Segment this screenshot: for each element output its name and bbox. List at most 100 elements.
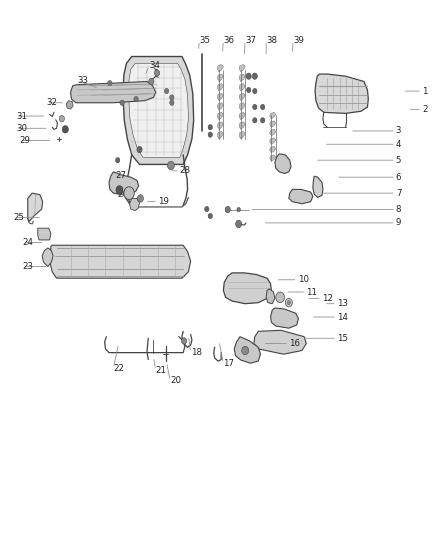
- Text: 1: 1: [422, 86, 427, 95]
- Polygon shape: [49, 245, 191, 278]
- Text: 20: 20: [170, 376, 181, 385]
- Polygon shape: [270, 130, 276, 136]
- Circle shape: [237, 207, 240, 212]
- Text: 34: 34: [149, 61, 160, 70]
- Text: 36: 36: [223, 36, 234, 45]
- Circle shape: [253, 88, 257, 94]
- Text: 30: 30: [16, 124, 27, 133]
- Circle shape: [154, 70, 159, 76]
- Text: 27: 27: [115, 171, 126, 180]
- Text: 25: 25: [14, 213, 25, 222]
- Polygon shape: [270, 147, 276, 153]
- Polygon shape: [66, 101, 73, 109]
- Circle shape: [149, 78, 154, 85]
- Text: 8: 8: [396, 205, 401, 214]
- Text: 3: 3: [396, 126, 401, 135]
- Circle shape: [205, 206, 209, 212]
- Polygon shape: [234, 337, 261, 364]
- Circle shape: [252, 73, 258, 79]
- Text: 31: 31: [16, 111, 27, 120]
- Circle shape: [167, 161, 174, 169]
- Text: 39: 39: [293, 36, 304, 45]
- Circle shape: [170, 100, 174, 106]
- Circle shape: [236, 220, 242, 228]
- Polygon shape: [223, 273, 272, 304]
- Polygon shape: [217, 103, 223, 110]
- Polygon shape: [217, 74, 223, 82]
- Polygon shape: [130, 198, 140, 211]
- Polygon shape: [270, 112, 276, 119]
- Polygon shape: [239, 103, 245, 110]
- Text: 29: 29: [19, 136, 30, 145]
- Circle shape: [170, 95, 174, 100]
- Text: 5: 5: [396, 156, 401, 165]
- Polygon shape: [217, 122, 223, 130]
- Polygon shape: [270, 138, 276, 144]
- Text: 22: 22: [113, 364, 124, 373]
- Circle shape: [246, 73, 251, 79]
- Circle shape: [247, 87, 251, 93]
- Circle shape: [164, 88, 169, 94]
- Polygon shape: [266, 289, 275, 304]
- Polygon shape: [254, 330, 306, 354]
- Polygon shape: [71, 82, 155, 103]
- Circle shape: [62, 126, 68, 133]
- Polygon shape: [270, 155, 276, 161]
- Polygon shape: [38, 228, 51, 240]
- Text: 26: 26: [118, 190, 129, 199]
- Circle shape: [287, 301, 290, 305]
- Text: 4: 4: [396, 140, 401, 149]
- Circle shape: [108, 80, 112, 86]
- Text: 28: 28: [180, 166, 191, 175]
- Text: 16: 16: [289, 339, 300, 348]
- Circle shape: [120, 100, 124, 106]
- Polygon shape: [109, 172, 139, 195]
- Text: 12: 12: [321, 294, 332, 303]
- Circle shape: [134, 96, 138, 102]
- Polygon shape: [217, 93, 223, 101]
- Text: 11: 11: [306, 287, 317, 296]
- Polygon shape: [217, 84, 223, 91]
- Text: 19: 19: [158, 197, 169, 206]
- Text: 35: 35: [199, 36, 210, 45]
- Polygon shape: [42, 248, 53, 266]
- Text: 37: 37: [245, 36, 256, 45]
- Circle shape: [137, 147, 142, 153]
- Circle shape: [261, 118, 265, 123]
- Circle shape: [116, 185, 123, 194]
- Circle shape: [242, 346, 249, 355]
- Polygon shape: [239, 64, 245, 72]
- Text: 24: 24: [22, 238, 34, 247]
- Text: 7: 7: [396, 189, 401, 198]
- Circle shape: [286, 298, 292, 307]
- Polygon shape: [129, 63, 188, 158]
- Circle shape: [225, 206, 230, 213]
- Text: 38: 38: [266, 36, 277, 45]
- Text: 6: 6: [396, 173, 401, 182]
- Circle shape: [116, 158, 120, 163]
- Polygon shape: [315, 74, 368, 114]
- Polygon shape: [239, 122, 245, 130]
- Text: 9: 9: [396, 219, 401, 228]
- Text: 21: 21: [155, 366, 167, 375]
- Circle shape: [208, 132, 212, 138]
- Polygon shape: [239, 93, 245, 101]
- Polygon shape: [239, 112, 245, 120]
- Polygon shape: [289, 189, 313, 204]
- Text: 23: 23: [22, 262, 34, 271]
- Polygon shape: [270, 121, 276, 127]
- Text: 18: 18: [191, 348, 201, 357]
- Text: 13: 13: [337, 299, 348, 308]
- Circle shape: [276, 292, 285, 303]
- Circle shape: [253, 104, 257, 110]
- Text: 33: 33: [77, 76, 88, 85]
- Text: 17: 17: [223, 359, 234, 368]
- Polygon shape: [275, 154, 291, 173]
- Polygon shape: [28, 193, 42, 221]
- Polygon shape: [217, 112, 223, 120]
- Circle shape: [208, 125, 212, 130]
- Circle shape: [208, 213, 212, 219]
- Polygon shape: [217, 132, 223, 139]
- Polygon shape: [123, 56, 194, 165]
- Circle shape: [124, 187, 134, 199]
